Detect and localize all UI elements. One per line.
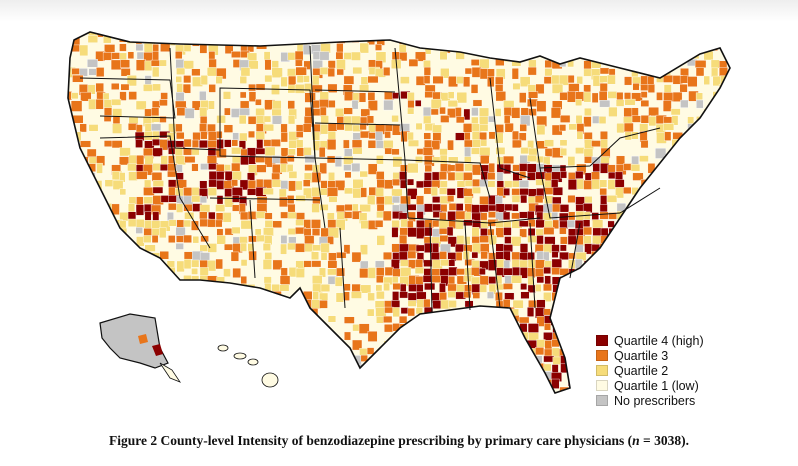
top-shadow-bar xyxy=(0,0,798,22)
legend-swatch xyxy=(596,380,608,391)
caption-text: County-level Intensity of benzodiazepine… xyxy=(160,433,625,448)
legend-item-no-prescribers: No prescribers xyxy=(596,393,704,408)
legend-swatch xyxy=(596,350,608,361)
caption-n-variable: n xyxy=(632,433,640,448)
legend-item-quartile-1: Quartile 1 (low) xyxy=(596,378,704,393)
legend-swatch xyxy=(596,395,608,406)
caption-n-value: 3038 xyxy=(654,433,682,448)
legend-swatch xyxy=(596,335,608,346)
legend-swatch xyxy=(596,365,608,376)
legend-label: Quartile 1 (low) xyxy=(614,378,699,393)
legend-label: Quartile 2 xyxy=(614,363,669,378)
figure-caption: Figure 2 County-level Intensity of benzo… xyxy=(109,433,689,448)
legend-item-quartile-4: Quartile 4 (high) xyxy=(596,333,704,348)
alaska xyxy=(99,313,182,383)
map-svg xyxy=(67,31,731,394)
us-county-map xyxy=(60,18,740,418)
us-outline xyxy=(67,31,731,394)
legend-label: Quartile 4 (high) xyxy=(614,333,704,348)
legend-item-quartile-3: Quartile 3 xyxy=(596,348,704,363)
legend: Quartile 4 (high) Quartile 3 Quartile 2 … xyxy=(596,333,704,408)
legend-item-quartile-2: Quartile 2 xyxy=(596,363,704,378)
hawaii xyxy=(217,344,279,388)
state-borders xyxy=(79,45,661,314)
legend-label: Quartile 3 xyxy=(614,348,669,363)
caption-label: Figure 2 xyxy=(109,433,158,448)
legend-label: No prescribers xyxy=(614,393,696,408)
